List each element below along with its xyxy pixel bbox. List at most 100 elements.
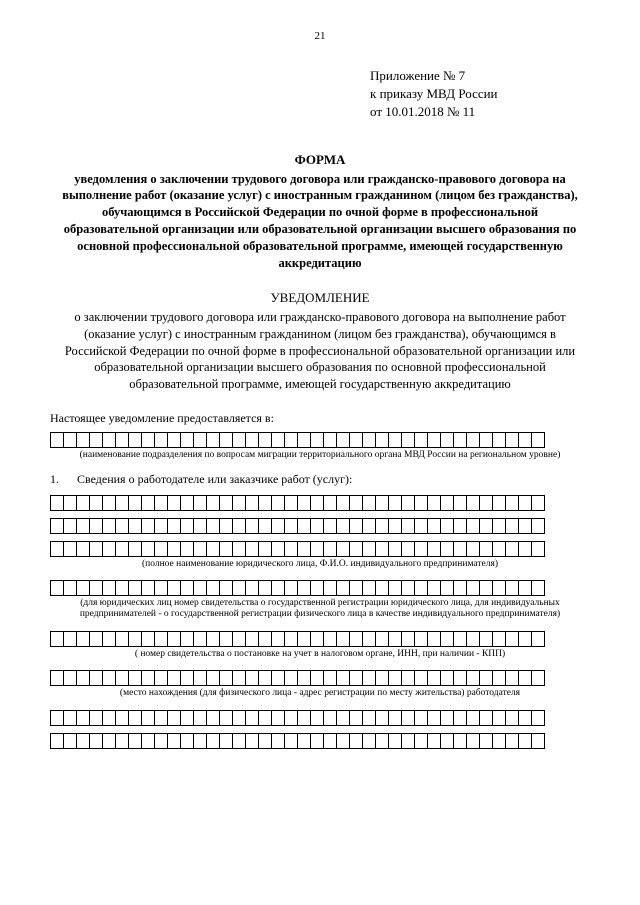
input-cell[interactable]	[271, 710, 285, 726]
input-cell[interactable]	[141, 495, 155, 511]
input-cell[interactable]	[115, 631, 129, 647]
input-cell[interactable]	[466, 432, 480, 448]
input-cell[interactable]	[271, 518, 285, 534]
input-cell[interactable]	[336, 580, 350, 596]
input-cell[interactable]	[245, 670, 259, 686]
input-cell[interactable]	[63, 432, 77, 448]
input-cell[interactable]	[258, 518, 272, 534]
input-cell[interactable]	[401, 580, 415, 596]
input-cell[interactable]	[427, 541, 441, 557]
input-cell[interactable]	[518, 580, 532, 596]
input-cell[interactable]	[76, 710, 90, 726]
input-cell[interactable]	[154, 710, 168, 726]
input-cell[interactable]	[375, 710, 389, 726]
input-cell[interactable]	[427, 580, 441, 596]
input-cell[interactable]	[141, 670, 155, 686]
input-cell[interactable]	[206, 541, 220, 557]
input-cell[interactable]	[323, 710, 337, 726]
input-cell[interactable]	[206, 518, 220, 534]
input-cell[interactable]	[349, 733, 363, 749]
input-cell[interactable]	[518, 432, 532, 448]
input-cell[interactable]	[414, 710, 428, 726]
input-cell[interactable]	[336, 670, 350, 686]
input-cell[interactable]	[50, 631, 64, 647]
input-cell[interactable]	[297, 710, 311, 726]
input-cell[interactable]	[375, 631, 389, 647]
input-cell[interactable]	[206, 670, 220, 686]
input-cell[interactable]	[531, 733, 545, 749]
input-cell[interactable]	[141, 580, 155, 596]
input-cell[interactable]	[271, 541, 285, 557]
input-cell[interactable]	[375, 733, 389, 749]
input-cell[interactable]	[232, 518, 246, 534]
input-cell[interactable]	[505, 710, 519, 726]
input-cell[interactable]	[219, 670, 233, 686]
input-cell[interactable]	[193, 432, 207, 448]
input-cell[interactable]	[89, 631, 103, 647]
input-cell[interactable]	[518, 733, 532, 749]
input-cell[interactable]	[388, 710, 402, 726]
input-cell[interactable]	[336, 541, 350, 557]
input-cell[interactable]	[63, 541, 77, 557]
input-cell[interactable]	[349, 631, 363, 647]
input-cell[interactable]	[336, 631, 350, 647]
input-cell[interactable]	[115, 495, 129, 511]
input-cell[interactable]	[154, 631, 168, 647]
input-cell[interactable]	[89, 580, 103, 596]
input-cell[interactable]	[414, 670, 428, 686]
input-cell[interactable]	[115, 541, 129, 557]
input-cell[interactable]	[284, 580, 298, 596]
input-cell[interactable]	[492, 541, 506, 557]
input-cell[interactable]	[388, 631, 402, 647]
input-cell[interactable]	[466, 733, 480, 749]
input-cell[interactable]	[102, 670, 116, 686]
input-cell[interactable]	[375, 495, 389, 511]
input-cell[interactable]	[258, 432, 272, 448]
input-cell[interactable]	[258, 580, 272, 596]
input-cell[interactable]	[63, 518, 77, 534]
input-cell[interactable]	[414, 733, 428, 749]
input-cell[interactable]	[167, 432, 181, 448]
input-cell[interactable]	[427, 710, 441, 726]
input-cell[interactable]	[479, 495, 493, 511]
input-cell[interactable]	[427, 495, 441, 511]
input-cell[interactable]	[232, 495, 246, 511]
input-cell[interactable]	[401, 541, 415, 557]
input-cell[interactable]	[271, 495, 285, 511]
input-cell[interactable]	[531, 631, 545, 647]
input-cell[interactable]	[167, 710, 181, 726]
input-cell[interactable]	[128, 495, 142, 511]
input-cell[interactable]	[102, 518, 116, 534]
input-cell[interactable]	[167, 733, 181, 749]
input-cell[interactable]	[349, 541, 363, 557]
input-cell[interactable]	[349, 710, 363, 726]
input-cell[interactable]	[349, 670, 363, 686]
input-cell[interactable]	[180, 518, 194, 534]
input-cell[interactable]	[518, 710, 532, 726]
input-cell[interactable]	[180, 432, 194, 448]
input-cell[interactable]	[232, 710, 246, 726]
input-cell[interactable]	[492, 631, 506, 647]
input-cell[interactable]	[362, 432, 376, 448]
input-cell[interactable]	[154, 670, 168, 686]
input-cell[interactable]	[219, 580, 233, 596]
input-cell[interactable]	[505, 631, 519, 647]
input-cell[interactable]	[245, 580, 259, 596]
input-cell[interactable]	[89, 432, 103, 448]
input-cell[interactable]	[50, 670, 64, 686]
input-cell[interactable]	[206, 733, 220, 749]
input-cell[interactable]	[297, 580, 311, 596]
input-cell[interactable]	[193, 495, 207, 511]
input-cell[interactable]	[453, 495, 467, 511]
input-cell[interactable]	[219, 631, 233, 647]
input-cell[interactable]	[154, 580, 168, 596]
input-cell[interactable]	[206, 631, 220, 647]
input-cell[interactable]	[323, 432, 337, 448]
input-cell[interactable]	[102, 733, 116, 749]
input-cell[interactable]	[284, 631, 298, 647]
input-cell[interactable]	[479, 710, 493, 726]
input-cell[interactable]	[50, 541, 64, 557]
input-cell[interactable]	[453, 432, 467, 448]
input-cell[interactable]	[323, 733, 337, 749]
input-cell[interactable]	[89, 733, 103, 749]
